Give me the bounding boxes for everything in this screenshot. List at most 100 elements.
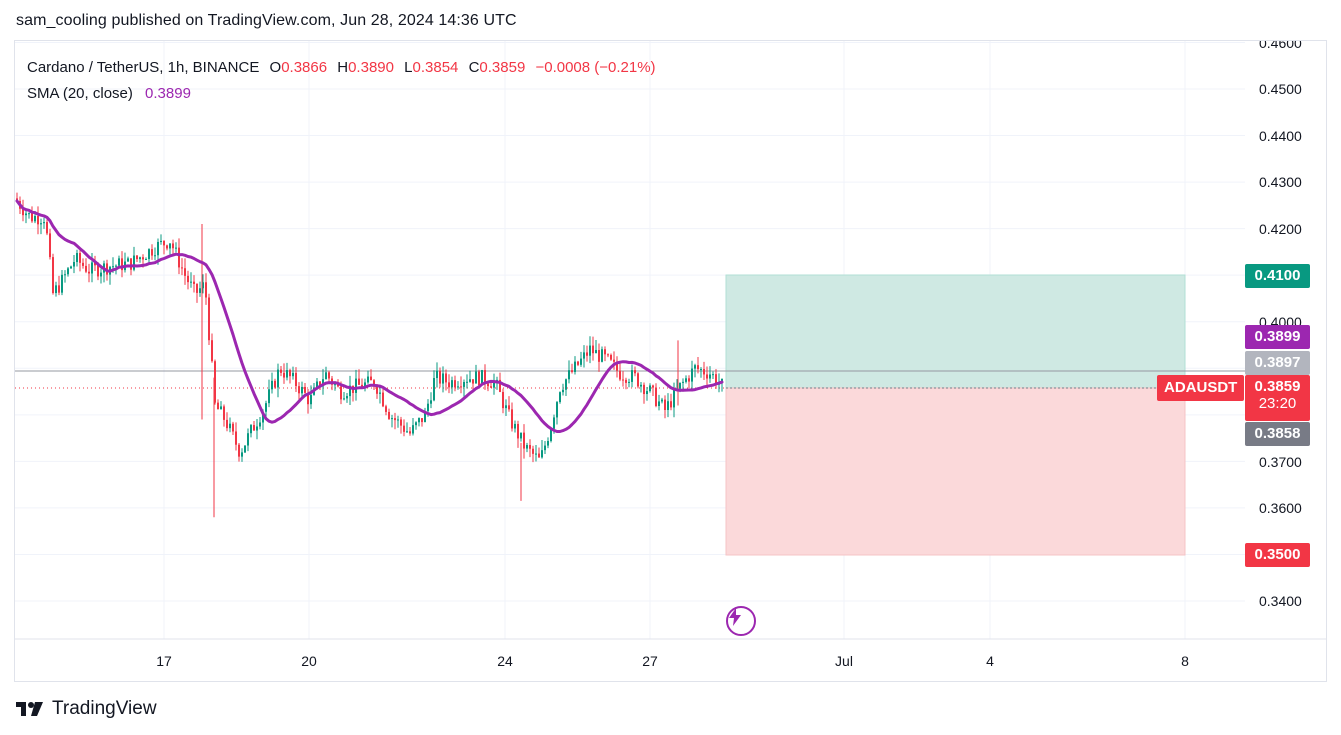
time-tick: 8 xyxy=(1181,653,1189,669)
candle-body xyxy=(457,386,459,388)
candle-body xyxy=(397,419,399,421)
candle-body xyxy=(643,384,645,395)
chart-legend: Cardano / TetherUS, 1h, BINANCE O0.3866 … xyxy=(27,55,656,107)
candle-body xyxy=(553,417,555,429)
candle-body xyxy=(43,222,45,224)
candle-body xyxy=(319,381,321,387)
price-tick: 0.4200 xyxy=(1259,221,1302,237)
candle-body xyxy=(166,245,168,249)
candle-body xyxy=(460,386,462,388)
candle-body xyxy=(595,350,597,354)
candle-body xyxy=(262,411,264,423)
candle-body xyxy=(469,379,471,382)
candle-body xyxy=(490,386,492,388)
candle-body xyxy=(547,441,549,446)
candle-body xyxy=(532,448,534,454)
candle-body xyxy=(73,262,75,267)
candle-body xyxy=(379,392,381,394)
candle-body xyxy=(187,275,189,283)
price-chart[interactable] xyxy=(15,41,1327,682)
candle-body xyxy=(52,257,54,294)
candle-body xyxy=(214,361,216,403)
candle-body xyxy=(514,423,516,429)
candle-body xyxy=(85,265,87,272)
candle-body xyxy=(235,431,237,445)
legend-sma-label[interactable]: SMA (20, close) xyxy=(27,85,133,102)
candle-body xyxy=(385,406,387,412)
candle-body xyxy=(382,392,384,407)
candle-body xyxy=(388,411,390,419)
candle-body xyxy=(712,374,714,376)
legend-close-label: C xyxy=(468,59,480,76)
candle-body xyxy=(634,370,636,374)
tradingview-brand[interactable]: TradingView xyxy=(16,698,157,720)
candle-body xyxy=(256,426,258,431)
candle-body xyxy=(280,369,282,373)
candle-body xyxy=(691,368,693,382)
candle-body xyxy=(559,392,561,403)
stop-price-badge: 0.3500 xyxy=(1245,543,1310,567)
tradingview-logo-icon xyxy=(16,702,43,716)
legend-change-value: −0.0008 (−0.21%) xyxy=(535,59,656,76)
legend-sma-row: SMA (20, close) 0.3899 xyxy=(27,81,656,107)
candle-body xyxy=(355,378,357,393)
candle-body xyxy=(220,406,222,410)
candle-body xyxy=(79,253,81,263)
candlestick-series xyxy=(16,192,723,518)
candle-body xyxy=(550,428,552,442)
sma-line xyxy=(15,199,724,433)
candle-body xyxy=(76,253,78,263)
candle-body xyxy=(334,384,336,386)
candle-body xyxy=(274,380,276,388)
candle-body xyxy=(259,422,261,427)
candle-body xyxy=(94,262,96,266)
candle-body xyxy=(670,401,672,408)
candle-body xyxy=(373,380,375,387)
candle-body xyxy=(706,374,708,379)
lightning-icon[interactable] xyxy=(726,606,756,636)
candle-body xyxy=(169,243,171,249)
candle-body xyxy=(340,386,342,400)
candle-body xyxy=(508,405,510,410)
candle-body xyxy=(22,208,24,216)
candle-body xyxy=(409,431,411,434)
candle-body xyxy=(178,247,180,268)
legend-main-row: Cardano / TetherUS, 1h, BINANCE O0.3866 … xyxy=(27,55,656,81)
candle-body xyxy=(325,372,327,380)
candle-body xyxy=(196,283,198,293)
chart-pane[interactable]: Cardano / TetherUS, 1h, BINANCE O0.3866 … xyxy=(14,40,1327,682)
legend-symbol[interactable]: Cardano / TetherUS, 1h, BINANCE xyxy=(27,59,260,76)
last-price-value: 0.3859 xyxy=(1254,378,1301,395)
legend-high-value: 0.3890 xyxy=(348,59,394,76)
candle-body xyxy=(682,381,684,383)
profit-zone xyxy=(725,274,1186,389)
candle-body xyxy=(370,376,372,381)
candle-body xyxy=(145,259,147,261)
candle-body xyxy=(67,268,69,275)
candle-body xyxy=(661,399,663,402)
candle-body xyxy=(265,403,267,412)
candle-body xyxy=(544,445,546,451)
candle-body xyxy=(316,381,318,388)
candle-body xyxy=(205,282,207,298)
candle-body xyxy=(97,265,99,277)
candle-body xyxy=(505,405,507,409)
candle-body xyxy=(349,385,351,397)
sma-price-badge: 0.3899 xyxy=(1245,325,1310,349)
candle-body xyxy=(70,266,72,269)
candle-body xyxy=(283,372,285,378)
candle-body xyxy=(574,361,576,372)
candle-body xyxy=(343,398,345,400)
candle-body xyxy=(451,380,453,388)
candle-body xyxy=(88,271,90,274)
candle-body xyxy=(586,352,588,356)
candle-body xyxy=(709,374,711,379)
candle-body xyxy=(655,387,657,407)
candle-body xyxy=(442,373,444,384)
candle-body xyxy=(583,352,585,359)
candle-body xyxy=(478,371,480,386)
time-tick: 24 xyxy=(497,653,513,669)
candle-body xyxy=(346,396,348,399)
candle-body xyxy=(493,380,495,388)
candle-body xyxy=(637,373,639,387)
